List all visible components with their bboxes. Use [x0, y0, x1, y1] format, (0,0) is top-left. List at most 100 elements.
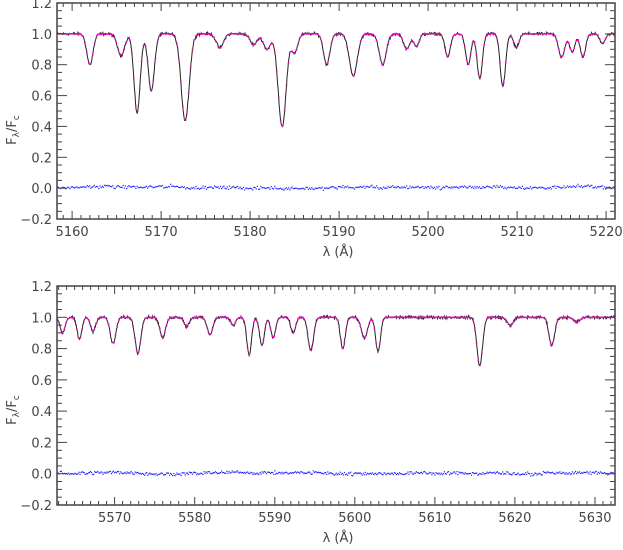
residual-point — [164, 474, 167, 476]
residual-point — [369, 186, 371, 188]
residual-point — [293, 187, 295, 189]
residual-point — [353, 473, 355, 475]
residual-point — [388, 473, 390, 475]
model-point — [135, 104, 137, 107]
model-point — [591, 33, 593, 35]
model-point — [451, 316, 453, 319]
residual-point — [467, 473, 469, 475]
residual-point — [343, 471, 346, 474]
model-point — [468, 316, 471, 319]
residual-point — [194, 188, 196, 190]
residual-point — [481, 187, 483, 189]
model-point — [362, 35, 364, 38]
model-point — [83, 320, 85, 323]
residual-point — [505, 473, 507, 475]
model-point — [187, 92, 190, 94]
residual-point — [524, 188, 526, 190]
model-point — [507, 323, 510, 325]
model-point — [422, 33, 425, 35]
residual-point — [258, 188, 260, 190]
residual-point — [237, 471, 239, 473]
residual-point — [400, 187, 402, 189]
residual-point — [421, 186, 423, 188]
model-point — [575, 40, 578, 42]
residual-point — [608, 186, 610, 188]
model-point — [194, 316, 196, 319]
residual-point — [283, 472, 285, 474]
residual-point — [374, 473, 376, 475]
model-point — [246, 35, 249, 37]
residual-point — [197, 472, 199, 475]
residual-point — [93, 473, 95, 475]
residual-point — [470, 474, 473, 476]
y-tick-label: 0.8 — [31, 59, 52, 74]
residual-point — [314, 471, 316, 473]
model-point — [414, 316, 416, 319]
residual-point — [573, 186, 575, 188]
model-point — [495, 35, 497, 37]
residual-point — [342, 474, 344, 476]
residual-point — [464, 472, 466, 474]
residual-point — [182, 472, 184, 474]
residual-point — [485, 472, 487, 475]
residual-point — [281, 188, 283, 190]
model-point — [437, 316, 439, 319]
model-point — [409, 42, 411, 45]
residual-point — [246, 187, 248, 189]
residual-point — [78, 187, 80, 189]
residual-point — [93, 184, 95, 186]
model-point — [150, 90, 153, 92]
residual-point — [607, 474, 609, 476]
residual-point — [577, 471, 579, 473]
residual-point — [76, 186, 78, 188]
residual-point — [257, 473, 259, 475]
model-point — [160, 33, 162, 35]
residual-point — [404, 187, 407, 189]
residual-point — [80, 471, 82, 473]
residual-point — [126, 471, 128, 473]
model-point — [444, 47, 446, 50]
model-point — [223, 316, 226, 319]
residual-point — [204, 472, 206, 474]
model-point — [410, 316, 413, 319]
model-point — [542, 33, 544, 35]
model-point — [475, 54, 478, 56]
residual-point — [317, 471, 320, 473]
model-point — [565, 316, 568, 319]
residual-point — [452, 187, 454, 189]
model-point — [408, 316, 411, 319]
model-point — [104, 316, 106, 319]
residual-point — [349, 472, 351, 474]
residual-point — [425, 472, 427, 474]
residual-point — [439, 473, 441, 475]
residual-point — [295, 471, 297, 473]
model-point — [585, 44, 587, 47]
model-point — [227, 317, 229, 320]
residual-point — [367, 473, 369, 475]
residual-point — [98, 188, 100, 190]
residual-point — [312, 188, 314, 190]
residual-point — [199, 473, 201, 475]
residual-point — [519, 186, 521, 188]
residual-point — [238, 472, 240, 474]
model-point — [533, 316, 536, 319]
model-point — [595, 316, 598, 319]
residual-point — [85, 186, 87, 188]
residual-point — [550, 472, 552, 474]
model-point — [290, 329, 293, 331]
model-point — [268, 320, 270, 323]
residual-point — [591, 184, 593, 186]
model-point — [264, 327, 266, 330]
model-point — [586, 316, 589, 319]
residual-point — [280, 187, 282, 189]
model-point — [244, 33, 247, 36]
residual-point — [595, 470, 597, 472]
model-point — [333, 316, 335, 319]
residual-point — [460, 186, 462, 188]
residual-point — [568, 186, 570, 188]
residual-point — [424, 470, 426, 473]
residual-point — [492, 185, 494, 187]
residual-point — [542, 470, 544, 473]
residual-point — [211, 472, 213, 474]
residual-point — [112, 185, 114, 187]
